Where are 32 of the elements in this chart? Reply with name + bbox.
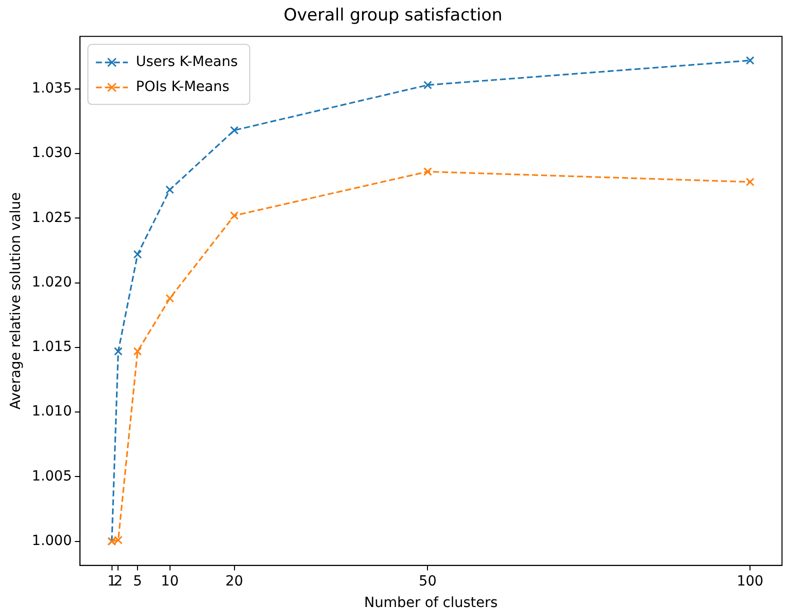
x-tick-label: 5	[133, 573, 142, 590]
y-tick-label: 1.015	[32, 339, 72, 356]
point	[133, 250, 142, 259]
point	[166, 185, 174, 194]
y-tick-label: 1.020	[32, 274, 72, 290]
point	[423, 167, 432, 176]
y-tick-label: 1.025	[32, 210, 72, 226]
point	[746, 56, 754, 65]
point	[423, 80, 432, 90]
legend-label: POIs K-Means	[136, 79, 230, 96]
x-tick-label: 20	[225, 573, 244, 590]
legend-label: Users K-Means	[136, 54, 238, 70]
point	[230, 211, 239, 220]
x-tick-label: 2	[114, 573, 123, 590]
point	[114, 347, 123, 356]
x-tick-label: 10	[160, 573, 179, 590]
x-tick-label: 100	[736, 573, 764, 590]
y-tick-label: 1.030	[32, 145, 72, 162]
point	[133, 347, 142, 356]
x-tick-label: 1	[107, 573, 116, 590]
y-axis-title: Average relative solution value	[8, 192, 24, 410]
x-tick-label: 50	[418, 573, 437, 590]
point	[230, 126, 239, 135]
y-tick-label: 1.005	[32, 468, 72, 484]
point	[746, 178, 754, 186]
chart-title: Overall group satisfaction	[284, 6, 502, 26]
y-tick-label: 1.000	[32, 532, 72, 549]
y-tick-label: 1.035	[32, 80, 72, 97]
point	[114, 536, 123, 544]
x-axis-title: Number of clusters	[364, 595, 498, 612]
y-tick-label: 1.010	[32, 404, 72, 420]
point	[166, 294, 174, 303]
